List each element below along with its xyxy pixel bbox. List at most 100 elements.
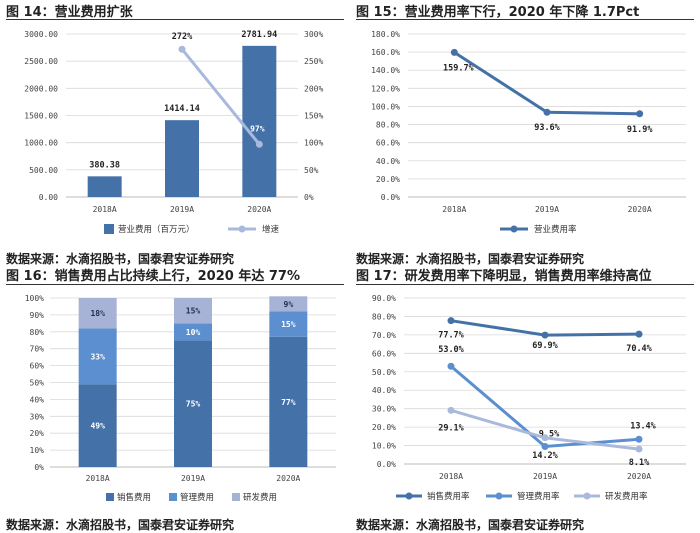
x-axis-x-label: 2019A [535,205,559,214]
expense-ratio-point [636,110,644,118]
y-axis-tick-label: 60% [30,362,45,371]
expense-ratio-line [453,51,640,116]
expense-bar-label: 2781.94 [241,30,277,40]
figure-14-title: 图 14：营业费用扩张 [6,5,133,20]
ratio-point-1 [447,362,455,370]
stack-segment-1 [269,311,308,337]
stack-segment-label: 10% [186,328,201,337]
legend-label-2: 研发费用 [243,492,277,503]
ratio-point-0 [635,330,643,338]
y-axis-tick-label: 0% [34,463,44,472]
chart-operating-expenses: 0.00 500.00 1000.00 1500.00 2000.00 2500.00 30… [24,30,323,235]
figure-17: 图 17：研发费用率下降明显，销售费用率维持高位 0.0% 10.0% 20.0% 3… [356,264,694,532]
legend-label-1: 管理费用率 [517,491,560,502]
legend-marker-1 [495,492,503,500]
figure-16: 图 16：销售费用占比持续上行，2020 年达 77% 0% 10% 20% 30% 4… [6,264,344,532]
y-axis-tick-label: 70.0% [372,331,396,340]
ratio-point-2 [447,406,455,414]
chart-legend: 销售费用率 管理费用率 研发费用率 [396,491,648,502]
x-axis-x-label: 2018A [86,474,110,483]
legend-swatch-0 [106,493,114,501]
y-axis-tick-label: 50% [30,379,45,388]
ratio-label-2: 14.2% [532,451,558,461]
y-axis-tick-label: 10.0% [372,442,396,451]
expense-ratio-label: 159.7% [443,63,475,73]
right-axis-tick-label: 50% [304,166,319,175]
legend-swatch-2 [232,493,240,501]
right-axis-tick-label: 250% [304,57,323,66]
y-axis-tick-label: 20.0% [372,423,396,432]
left-axis-tick-label: 2000.00 [24,84,58,93]
stack-segment-0 [269,336,308,467]
left-axis-tick-label: 1000.00 [24,139,58,148]
y-axis-tick-label: 90% [30,311,45,320]
y-axis-tick-label: 50.0% [372,368,396,377]
y-axis-tick-label: 20.0% [376,175,400,184]
stack-segment-label: 75% [186,400,201,409]
y-axis-tick-label: 80.0% [376,121,400,130]
legend-label-growth: 增速 [262,224,280,235]
stack-segment-label: 9% [284,300,294,309]
stack-segment-label: 77% [281,398,296,407]
figure-16-source: 数据来源：水滴招股书，国泰君安证券研究 [6,518,235,532]
figure-14: 图 14：营业费用扩张 0.00 500.00 1000.00 1500.00 2000… [6,0,344,266]
x-axis-x-label: 2018A [442,205,466,214]
legend-label-0: 销售费用率 [427,491,470,502]
x-axis-x-label: 2020A [276,474,300,483]
y-axis-tick-label: 0.0% [381,193,400,202]
left-axis-tick-label: 0.00 [39,193,58,202]
y-axis-tick-label: 100.0% [371,102,400,111]
left-axis-tick-label: 1500.00 [24,112,58,121]
ratio-point-2 [635,445,643,453]
right-axis-tick-label: 0% [304,193,314,202]
y-axis-tick-label: 180.0% [371,30,400,39]
legend-marker-expense-ratio [510,225,518,233]
legend-marker-0 [405,492,413,500]
figure-16-title-rule [6,284,344,285]
expense-ratio-point [450,48,458,56]
chart-legend: 营业费用（百万元） 增速 [104,224,280,235]
ratio-label-1: 9.5% [539,429,560,439]
y-axis-tick-label: 40% [30,395,45,404]
ratio-point-2 [541,434,549,442]
figure-15-title: 图 15：营业费用率下行，2020 年下降 1.7Pct [356,5,640,20]
left-axis-tick-label: 500.00 [29,166,58,175]
chart-expense-mix: 0% 10% 20% 30% 40% 50% 60% 70% 80% 90% 100% 49% 33% 1… [25,294,336,503]
y-axis-tick-label: 140.0% [371,66,400,75]
legend-label-1: 管理费用 [180,492,214,503]
figure-15: 图 15：营业费用率下行，2020 年下降 1.7Pct 0.0% 20.0% 40… [356,0,694,266]
ratio-label-0: 77.7% [438,331,464,341]
y-axis-tick-label: 10% [30,446,45,455]
y-axis-tick-label: 80% [30,328,45,337]
ratio-point-0 [541,331,549,339]
figure-14-source: 数据来源：水滴招股书，国泰君安证券研究 [6,252,235,266]
ratio-point-1 [635,435,643,443]
expense-bar [165,120,199,197]
stack-segment-1 [78,328,117,385]
chart-legend: 营业费用率 [500,224,577,235]
y-axis-tick-label: 120.0% [371,84,400,93]
ratio-label-2: 29.1% [438,423,464,433]
figure-15-source: 数据来源：水滴招股书，国泰君安证券研究 [356,252,585,266]
expense-bar-label: 1414.14 [164,104,200,114]
growth-point [255,140,263,148]
growth-label: 272% [172,32,193,42]
y-axis-tick-label: 40.0% [376,157,400,166]
y-axis-tick-label: 100% [25,294,44,303]
ratio-label-0: 70.4% [626,344,652,354]
x-axis-x-label: 2020A [247,205,271,214]
y-axis-tick-label: 40.0% [372,386,396,395]
right-axis-tick-label: 300% [304,30,323,39]
stack-segment-1 [174,323,212,341]
legend-marker-growth [238,225,246,233]
y-axis-tick-label: 20% [30,429,45,438]
x-axis-x-label: 2019A [170,205,194,214]
ratio-point-0 [447,317,455,325]
x-axis-x-label: 2019A [181,474,205,483]
legend-swatch-1 [169,493,177,501]
left-axis-tick-label: 3000.00 [24,30,58,39]
stack-segment-label: 33% [90,352,105,361]
expense-ratio-point [543,108,551,116]
ratio-label-2: 8.1% [629,458,650,468]
legend-label-2: 研发费用率 [605,491,648,502]
